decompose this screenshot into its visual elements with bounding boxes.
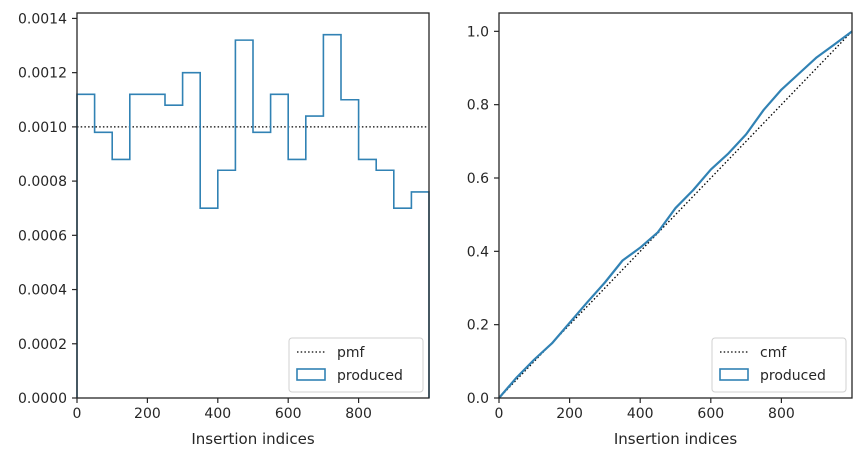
y-tick-label: 0.0014 [18, 11, 67, 27]
x-tick-label: 800 [345, 406, 372, 422]
y-tick-label: 0.0000 [18, 391, 67, 407]
legend: cmf produced [711, 337, 847, 393]
pmf-histogram-panel: 0 200 400 600 800 0.0000 0.0002 0.0004 0.0006 0.0… [18, 11, 430, 448]
plot-frame [76, 12, 430, 399]
cmf-cumulative-panel: 0 200 400 600 800 0.0 0.2 0.4 0.6 0.8 1.0 Insertion… [467, 12, 853, 448]
produced-cumulative-line [498, 30, 853, 399]
x-axis-label: Insertion indices [191, 430, 314, 448]
legend-produced-swatch [719, 368, 749, 381]
x-tick-label: 600 [275, 406, 302, 422]
legend: pmf produced [288, 337, 424, 393]
x-tick-label: 0 [495, 406, 504, 422]
legend-label-reference: cmf [760, 345, 787, 361]
x-tick-label: 400 [627, 406, 654, 422]
y-tick-label: 0.0 [467, 391, 489, 407]
legend-produced-swatch [296, 368, 326, 381]
produced-histogram-step [76, 33, 430, 398]
legend-box [288, 337, 424, 393]
y-tick-label: 1.0 [467, 24, 489, 40]
legend-label-produced: produced [337, 368, 403, 384]
y-tick-label: 0.8 [467, 98, 489, 114]
y-tick-label: 0.0010 [18, 120, 67, 136]
plot-frame [498, 12, 853, 399]
y-tick-label: 0.0008 [18, 174, 67, 190]
y-tick-label: 0.2 [467, 318, 489, 334]
legend-box [711, 337, 847, 393]
y-tick-label: 0.6 [467, 171, 489, 187]
y-tick-label: 0.0004 [18, 283, 67, 299]
y-tick-label: 0.0012 [18, 66, 67, 82]
x-tick-label: 800 [768, 406, 795, 422]
x-tick-label: 200 [556, 406, 583, 422]
x-tick-label: 600 [697, 406, 724, 422]
x-tick-label: 400 [204, 406, 231, 422]
x-tick-label: 0 [73, 406, 82, 422]
y-tick-label: 0.0006 [18, 228, 67, 244]
legend-label-produced: produced [760, 368, 826, 384]
x-tick-label: 200 [134, 406, 161, 422]
x-axis-label: Insertion indices [614, 430, 737, 448]
y-tick-label: 0.4 [467, 244, 489, 260]
legend-label-reference: pmf [337, 345, 366, 361]
y-tick-label: 0.0002 [18, 337, 67, 353]
